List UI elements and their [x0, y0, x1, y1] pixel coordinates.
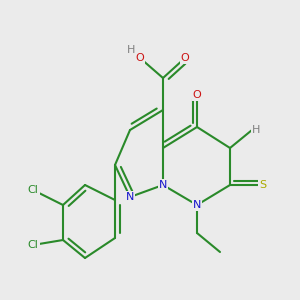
- Text: N: N: [126, 192, 134, 202]
- Text: H: H: [252, 125, 260, 135]
- Text: H: H: [127, 45, 135, 55]
- Text: S: S: [260, 180, 267, 190]
- Text: Cl: Cl: [28, 185, 38, 195]
- Text: N: N: [193, 200, 201, 210]
- Text: O: O: [181, 53, 189, 63]
- Text: O: O: [136, 53, 144, 63]
- Text: O: O: [193, 90, 201, 100]
- Text: Cl: Cl: [28, 240, 38, 250]
- Text: N: N: [159, 180, 167, 190]
